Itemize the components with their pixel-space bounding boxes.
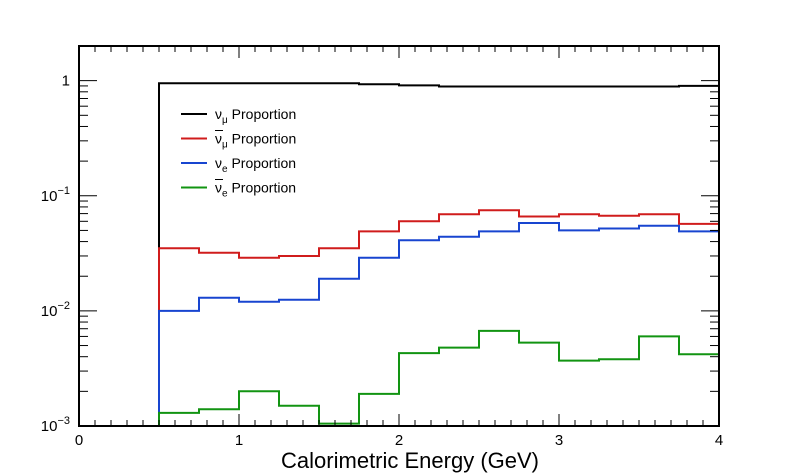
y-tick-label: 10−1 [41, 185, 70, 205]
legend: νμ Proportion νμ Proportion νe Proportion ν… [181, 106, 296, 200]
x-tick-label: 4 [715, 432, 723, 449]
series-line-3 [79, 329, 719, 427]
x-tick-label: 0 [75, 432, 83, 449]
legend-entry-3: νe Proportion [215, 180, 296, 200]
y-tick-labels: 1 10−1 10−2 10−3 [41, 73, 70, 435]
y-tick-label: 10−3 [41, 415, 70, 435]
series-line-2 [79, 222, 719, 427]
legend-entry-2: νe Proportion [215, 155, 296, 175]
x-tick-labels: 0 1 2 3 4 [75, 432, 723, 449]
series-line-1 [79, 209, 719, 427]
plot-frame [78, 45, 720, 427]
legend-entry-1: νμ Proportion [215, 131, 296, 151]
x-tick-label: 2 [395, 432, 403, 449]
y-tick-label: 1 [62, 73, 70, 90]
x-tick-label: 1 [235, 432, 243, 449]
y-tick-label: 10−2 [41, 300, 70, 320]
x-tick-label: 3 [555, 432, 563, 449]
series-layer [79, 82, 719, 427]
series-line-0 [79, 82, 719, 427]
legend-entry-0: νμ Proportion [215, 106, 296, 126]
x-axis-title: Calorimetric Energy (GeV) [281, 448, 539, 473]
ticks-layer [78, 45, 720, 427]
